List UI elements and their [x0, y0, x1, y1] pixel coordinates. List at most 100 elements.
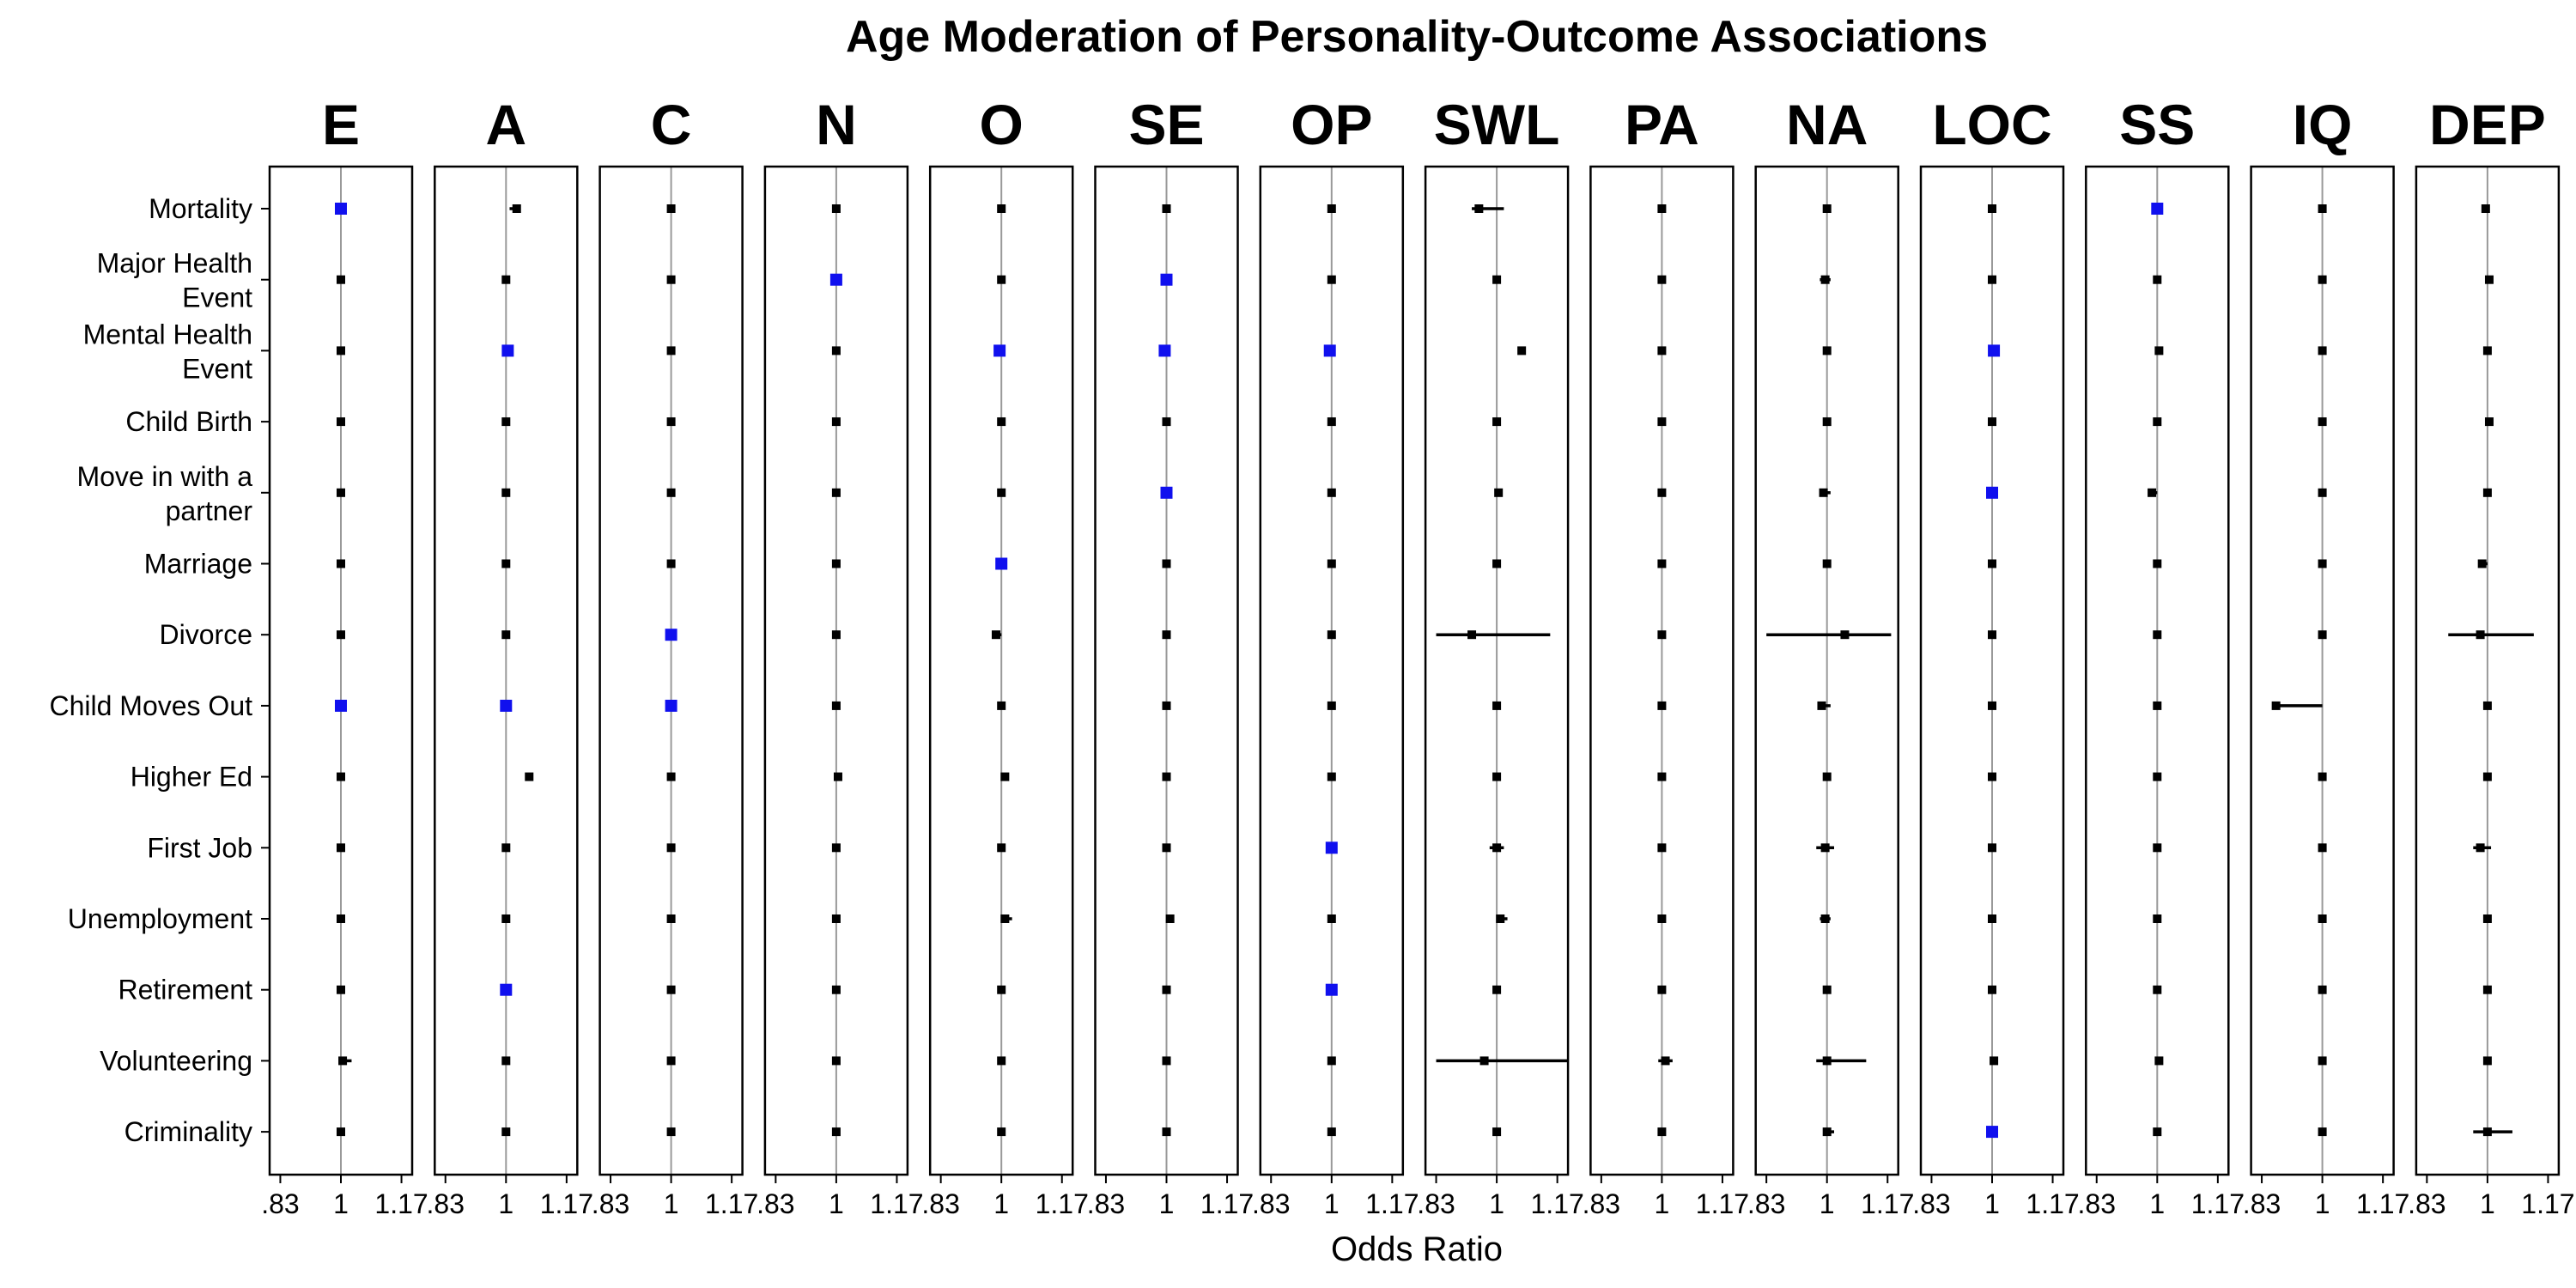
estimate-point	[500, 699, 513, 712]
x-tick-label: .83	[1747, 1188, 1785, 1219]
estimate-point	[2482, 914, 2492, 923]
x-tick-label: 1.17	[1200, 1188, 1254, 1219]
estimate-point	[1822, 346, 1832, 355]
estimate-point	[829, 273, 842, 286]
estimate-point	[666, 204, 676, 213]
estimate-point	[1986, 1126, 1998, 1139]
estimate-point	[501, 914, 511, 923]
x-tick-label: 1	[1984, 1188, 2000, 1219]
x-tick-label: 1.17	[540, 1188, 593, 1219]
facet-label: SS	[2119, 93, 2195, 156]
estimate-point	[2151, 203, 2164, 215]
estimate-point	[2318, 772, 2327, 781]
estimate-point	[2476, 630, 2485, 640]
x-tick-label: 1	[829, 1188, 844, 1219]
estimate-point	[1988, 417, 1996, 427]
estimate-point	[1820, 275, 1830, 284]
outcome-label: Higher Ed	[131, 762, 252, 793]
estimate-point	[338, 1056, 348, 1066]
estimate-point	[2318, 275, 2327, 284]
x-tick-label: .83	[1912, 1188, 1950, 1219]
estimate-point	[1840, 630, 1850, 640]
estimate-point	[1657, 772, 1667, 781]
estimate-point	[1822, 1056, 1832, 1066]
estimate-point	[2318, 417, 2327, 427]
x-tick-label: 1	[1489, 1188, 1504, 1219]
estimate-point	[1492, 772, 1502, 781]
estimate-point	[525, 772, 534, 781]
estimate-point	[1492, 843, 1502, 853]
estimate-point	[2318, 1056, 2327, 1066]
outcome-label: Mental Health Event	[83, 319, 253, 384]
estimate-point	[1162, 701, 1171, 710]
estimate-point	[501, 275, 511, 284]
estimate-point	[2153, 843, 2162, 853]
estimate-point	[2153, 914, 2162, 923]
estimate-point	[997, 701, 1006, 710]
facet-panel: SE .83 1 1.17	[1087, 93, 1254, 1219]
estimate-point	[2482, 985, 2492, 994]
estimate-point	[501, 559, 511, 568]
estimate-point	[2481, 204, 2490, 213]
estimate-point	[1327, 772, 1336, 781]
estimate-point	[1492, 1127, 1502, 1137]
estimate-point	[2153, 417, 2162, 427]
facet-panel: C .83 1 1.17	[592, 93, 758, 1219]
estimate-point	[1162, 1127, 1171, 1137]
facet-panel: N .83 1 1.17	[756, 93, 923, 1219]
estimate-point	[2482, 772, 2492, 781]
estimate-point	[1986, 486, 1998, 499]
x-tick-label: .83	[2243, 1188, 2281, 1219]
estimate-point	[1657, 417, 1667, 427]
x-tick-label: 1.17	[2026, 1188, 2079, 1219]
estimate-point	[1657, 559, 1667, 568]
estimate-point	[1988, 772, 1996, 781]
estimate-point	[665, 699, 677, 712]
estimate-point	[501, 843, 511, 853]
facet-panel: E .83 1 1.17	[261, 93, 428, 1219]
estimate-point	[831, 559, 841, 568]
facet-panel: NA .83 1 1.17	[1747, 93, 1914, 1219]
estimate-point	[337, 559, 345, 568]
estimate-point	[666, 1127, 676, 1137]
estimate-point	[337, 346, 345, 355]
estimate-point	[997, 204, 1006, 213]
estimate-point	[666, 843, 676, 853]
outcome-label: Volunteering	[100, 1045, 252, 1076]
estimate-point	[1988, 914, 1996, 923]
estimate-point	[1492, 701, 1502, 710]
estimate-point	[833, 772, 842, 781]
facet-label: DEP	[2429, 93, 2546, 156]
estimate-point	[1990, 1056, 1999, 1066]
estimate-point	[1325, 983, 1338, 996]
estimate-point	[1162, 772, 1171, 781]
estimate-point	[1822, 1127, 1832, 1137]
estimate-point	[501, 630, 511, 640]
estimate-point	[1492, 985, 1502, 994]
estimate-point	[1657, 275, 1667, 284]
estimate-point	[1496, 914, 1505, 923]
estimate-point	[997, 843, 1006, 853]
estimate-point	[2318, 914, 2327, 923]
estimate-point	[2318, 985, 2327, 994]
estimate-point	[1822, 559, 1832, 568]
outcome-label-line: Mental Health	[83, 319, 252, 349]
x-tick-label: 1	[993, 1188, 1009, 1219]
facet-panel: OP .83 1 1.17	[1252, 93, 1419, 1219]
outcome-label: Major Health Event	[97, 248, 253, 313]
estimate-point	[1323, 344, 1336, 357]
estimate-point	[666, 1056, 676, 1066]
x-tick-label: .83	[756, 1188, 794, 1219]
x-tick-label: .83	[261, 1188, 299, 1219]
x-tick-label: .83	[2408, 1188, 2445, 1219]
chart-title: Age Moderation of Personality-Outcome As…	[846, 12, 1988, 62]
estimate-point	[1467, 630, 1477, 640]
facet-panels: E .83 1 1.17 A .83 1 1.17 C .83 1 1.17 N .83 1 1.17 O .83…	[261, 93, 2574, 1219]
estimate-point	[1327, 914, 1336, 923]
estimate-point	[995, 557, 1008, 570]
x-tick-label: 1.17	[2191, 1188, 2245, 1219]
estimate-point	[2318, 843, 2327, 853]
outcome-label: Move in with a partner	[76, 461, 252, 526]
x-tick-label: 1	[664, 1188, 679, 1219]
estimate-point	[1988, 204, 1996, 213]
